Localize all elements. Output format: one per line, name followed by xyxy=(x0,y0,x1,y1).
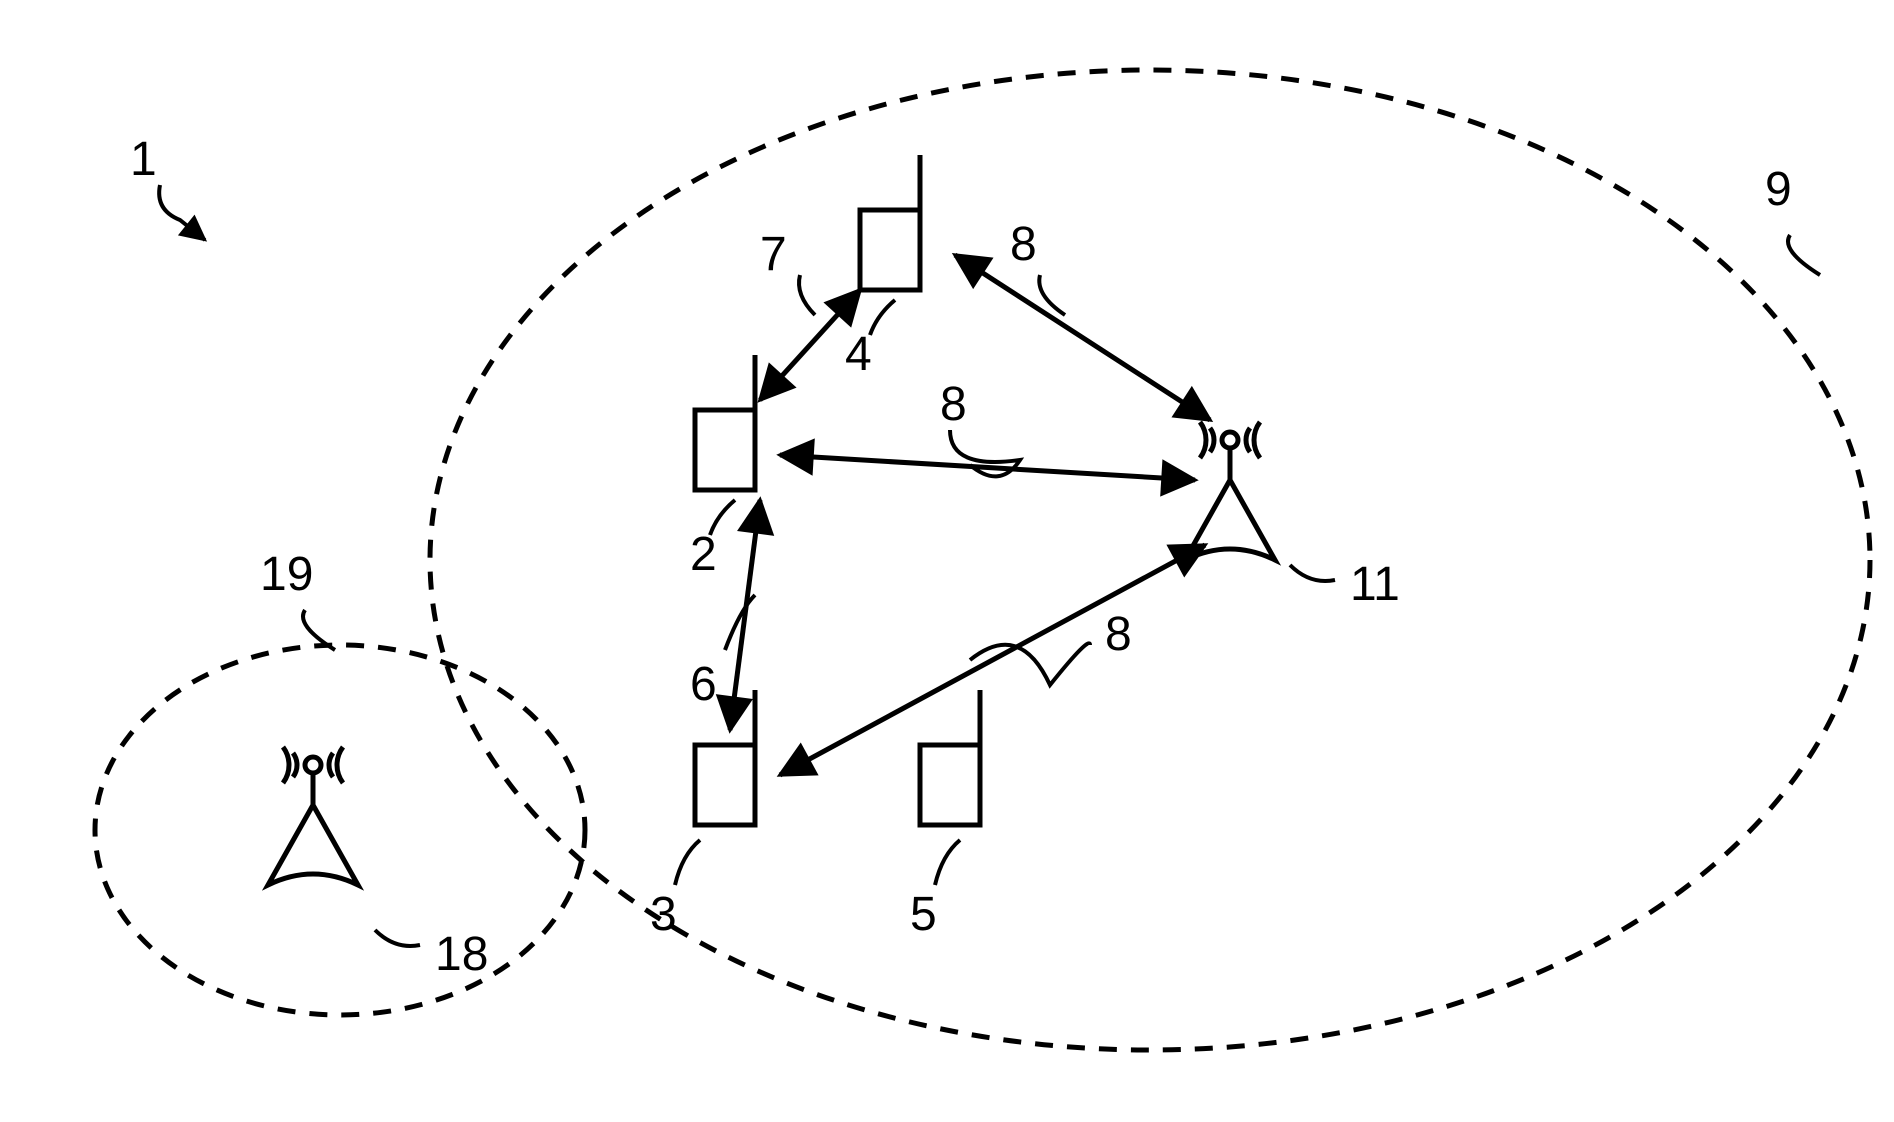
leader-line xyxy=(375,930,420,946)
device-label-5: 5 xyxy=(910,888,937,941)
link-arrow xyxy=(780,545,1205,775)
device-label-2: 2 xyxy=(690,528,717,581)
leader-line xyxy=(1788,235,1820,275)
leader-line xyxy=(1290,565,1335,581)
link-arrow xyxy=(955,255,1210,420)
leader-line xyxy=(799,275,815,315)
bs-label-18: 18 xyxy=(435,928,488,981)
leader-line xyxy=(710,500,735,535)
leader-line xyxy=(870,300,895,335)
link-label-7: 7 xyxy=(760,228,787,281)
device-icon xyxy=(920,690,980,825)
figure-ref-label: 1 xyxy=(130,133,157,186)
link-label-8: 8 xyxy=(1010,218,1037,271)
bs-label-11: 11 xyxy=(1350,558,1400,611)
link-label-6: 6 xyxy=(690,658,717,711)
leader-line xyxy=(1039,275,1065,315)
device-label-3: 3 xyxy=(650,888,677,941)
device-icon xyxy=(695,355,755,490)
base-station-icon xyxy=(268,747,358,885)
device-icon xyxy=(860,155,920,290)
cell-label-9: 9 xyxy=(1765,163,1792,216)
network-diagram: 9 19 11 18 2 3 4 5 7 6 8 8 8 1 xyxy=(0,0,1894,1122)
link-label-8: 8 xyxy=(1105,608,1132,661)
base-station-icon xyxy=(1185,422,1275,560)
figure-pointer xyxy=(159,185,205,240)
coverage-cell-small xyxy=(95,645,585,1015)
coverage-cell-large xyxy=(430,70,1870,1050)
device-label-4: 4 xyxy=(845,328,872,381)
leader-line xyxy=(935,840,960,885)
cell-label-19: 19 xyxy=(260,548,313,601)
link-label-8: 8 xyxy=(940,378,967,431)
leader-line xyxy=(675,840,700,885)
